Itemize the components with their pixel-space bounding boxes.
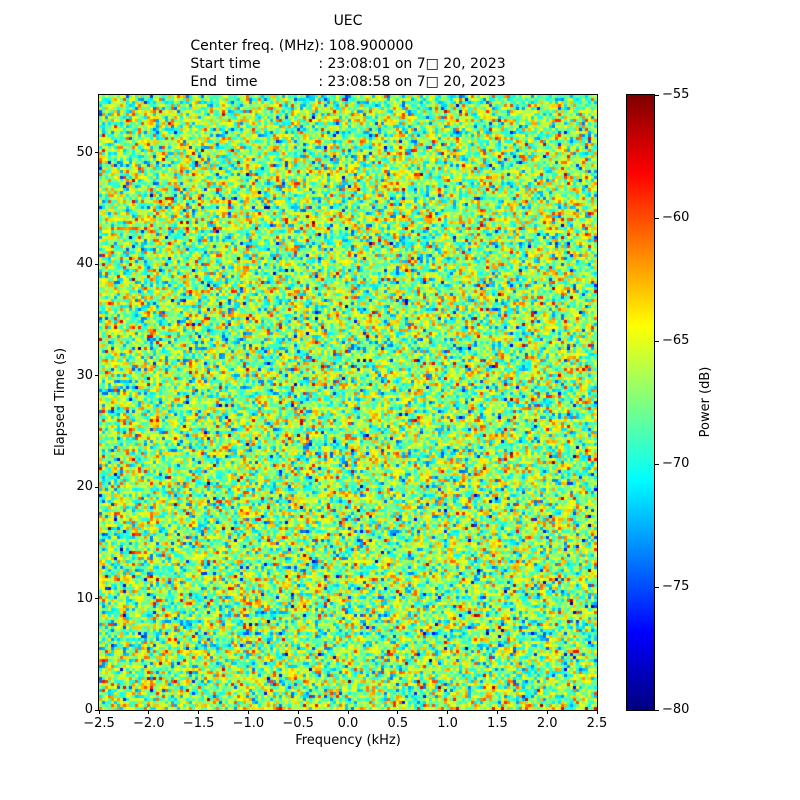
x-tick (496, 710, 498, 714)
y-tick-label: 0 (84, 702, 93, 717)
x-tick (397, 710, 399, 714)
y-tick (95, 375, 99, 377)
spectrogram-canvas (99, 95, 597, 710)
y-tick-label: 50 (76, 144, 93, 160)
end-time-label: End time (190, 74, 258, 90)
header-lines: Center freq. (MHz): 108.900000 Start tim… (190, 37, 505, 91)
x-tick (297, 710, 299, 714)
y-tick (95, 486, 99, 488)
y-tick-label: 40 (76, 256, 93, 272)
x-tick-label: 0.5 (387, 716, 409, 731)
x-tick-label: 1.0 (437, 716, 458, 731)
y-tick (95, 598, 99, 600)
y-axis-label: Elapsed Time (s) (53, 347, 68, 457)
end-time-line: End time : 23:08:58 on 7□ 20, 2023 (190, 73, 505, 91)
colorbar-tick-label: −70 (662, 456, 690, 471)
x-tick-label: 2.0 (536, 716, 558, 731)
y-tick-label: 10 (76, 590, 93, 606)
header-block: Center freq. (MHz): 108.900000 Start tim… (60, 37, 636, 91)
y-tick (95, 709, 99, 711)
x-tick (596, 710, 598, 714)
x-tick-label: 1.5 (487, 716, 508, 731)
colorbar-tick (655, 709, 659, 711)
x-tick-label: −2.5 (83, 716, 115, 731)
colorbar-tick (655, 463, 659, 465)
x-axis-label: Frequency (kHz) (295, 733, 401, 748)
colorbar-tick-label: −75 (662, 579, 690, 594)
x-tick (198, 710, 200, 714)
x-tick (98, 710, 100, 714)
colorbar-tick (655, 340, 659, 342)
start-time-line: Start time : 23:08:01 on 7□ 20, 2023 (190, 55, 505, 73)
x-tick-label: −1.5 (182, 716, 215, 731)
start-time-value: : 23:08:01 on 7□ 20, 2023 (318, 56, 506, 72)
start-time-label: Start time (190, 56, 261, 72)
plot-frame (98, 94, 598, 711)
y-tick (95, 152, 99, 154)
colorbar-tick-label: −55 (662, 87, 690, 102)
x-tick (347, 710, 349, 714)
center-freq-value: : 108.900000 (319, 38, 414, 54)
x-tick-label: 2.5 (586, 716, 608, 731)
y-tick-label: 30 (76, 367, 93, 383)
colorbar-tick (655, 586, 659, 588)
x-tick-label: −0.5 (282, 716, 314, 731)
x-tick (247, 710, 249, 714)
x-tick (447, 710, 449, 714)
colorbar-tick (655, 217, 659, 219)
colorbar-tick-label: −65 (662, 333, 690, 348)
x-tick-label: −1.0 (232, 716, 265, 731)
y-tick (95, 263, 99, 265)
center-freq-label: Center freq. (MHz) (190, 38, 320, 54)
colorbar-tick-label: −60 (662, 210, 690, 225)
chart-title: UEC (333, 13, 363, 29)
y-tick-label: 20 (76, 479, 93, 495)
x-tick (148, 710, 150, 714)
colorbar-canvas (627, 95, 654, 710)
colorbar-tick (655, 94, 659, 96)
x-tick-label: −2.0 (133, 716, 165, 731)
colorbar-frame (626, 94, 655, 711)
x-tick-label: 0.0 (337, 716, 359, 731)
colorbar-tick-label: −80 (662, 702, 690, 717)
x-tick (546, 710, 548, 714)
end-time-value: : 23:08:58 on 7□ 20, 2023 (318, 74, 506, 90)
center-freq-line: Center freq. (MHz): 108.900000 (190, 37, 505, 55)
